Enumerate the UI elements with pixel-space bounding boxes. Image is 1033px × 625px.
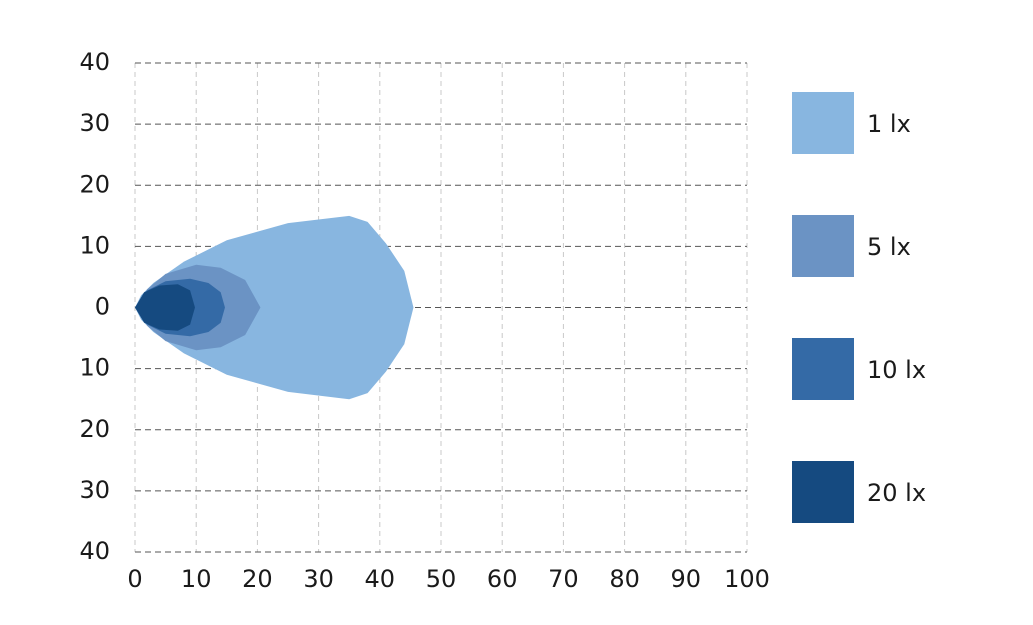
isolux-area (135, 215, 414, 400)
x-tick-label: 100 (724, 565, 770, 593)
y-tick-label: 30 (79, 476, 110, 504)
x-tick-label: 60 (487, 565, 518, 593)
legend-label: 5 lx (867, 233, 911, 261)
legend-swatch (792, 461, 854, 523)
x-tick-label: 70 (548, 565, 579, 593)
y-tick-label: 20 (79, 415, 110, 443)
y-tick-label: 30 (79, 109, 110, 137)
legend-swatch (792, 338, 854, 400)
x-tick-label: 50 (426, 565, 457, 593)
y-tick-label: 40 (79, 48, 110, 76)
x-tick-label: 0 (127, 565, 142, 593)
legend-label: 10 lx (867, 356, 926, 384)
y-tick-label: 20 (79, 170, 110, 198)
x-tick-label: 10 (181, 565, 212, 593)
legend-label: 1 lx (867, 110, 911, 138)
y-tick-label: 40 (79, 537, 110, 565)
legend-swatch (792, 92, 854, 154)
x-tick-label: 90 (671, 565, 702, 593)
x-tick-label: 30 (303, 565, 334, 593)
y-tick-label: 10 (79, 354, 110, 382)
isolux-area (135, 284, 195, 331)
y-tick-label: 0 (95, 293, 110, 321)
legend-swatch (792, 215, 854, 277)
y-tick-label: 10 (79, 231, 110, 259)
x-tick-label: 20 (242, 565, 273, 593)
legend-label: 20 lx (867, 479, 926, 507)
x-tick-label: 80 (609, 565, 640, 593)
x-tick-label: 40 (365, 565, 396, 593)
